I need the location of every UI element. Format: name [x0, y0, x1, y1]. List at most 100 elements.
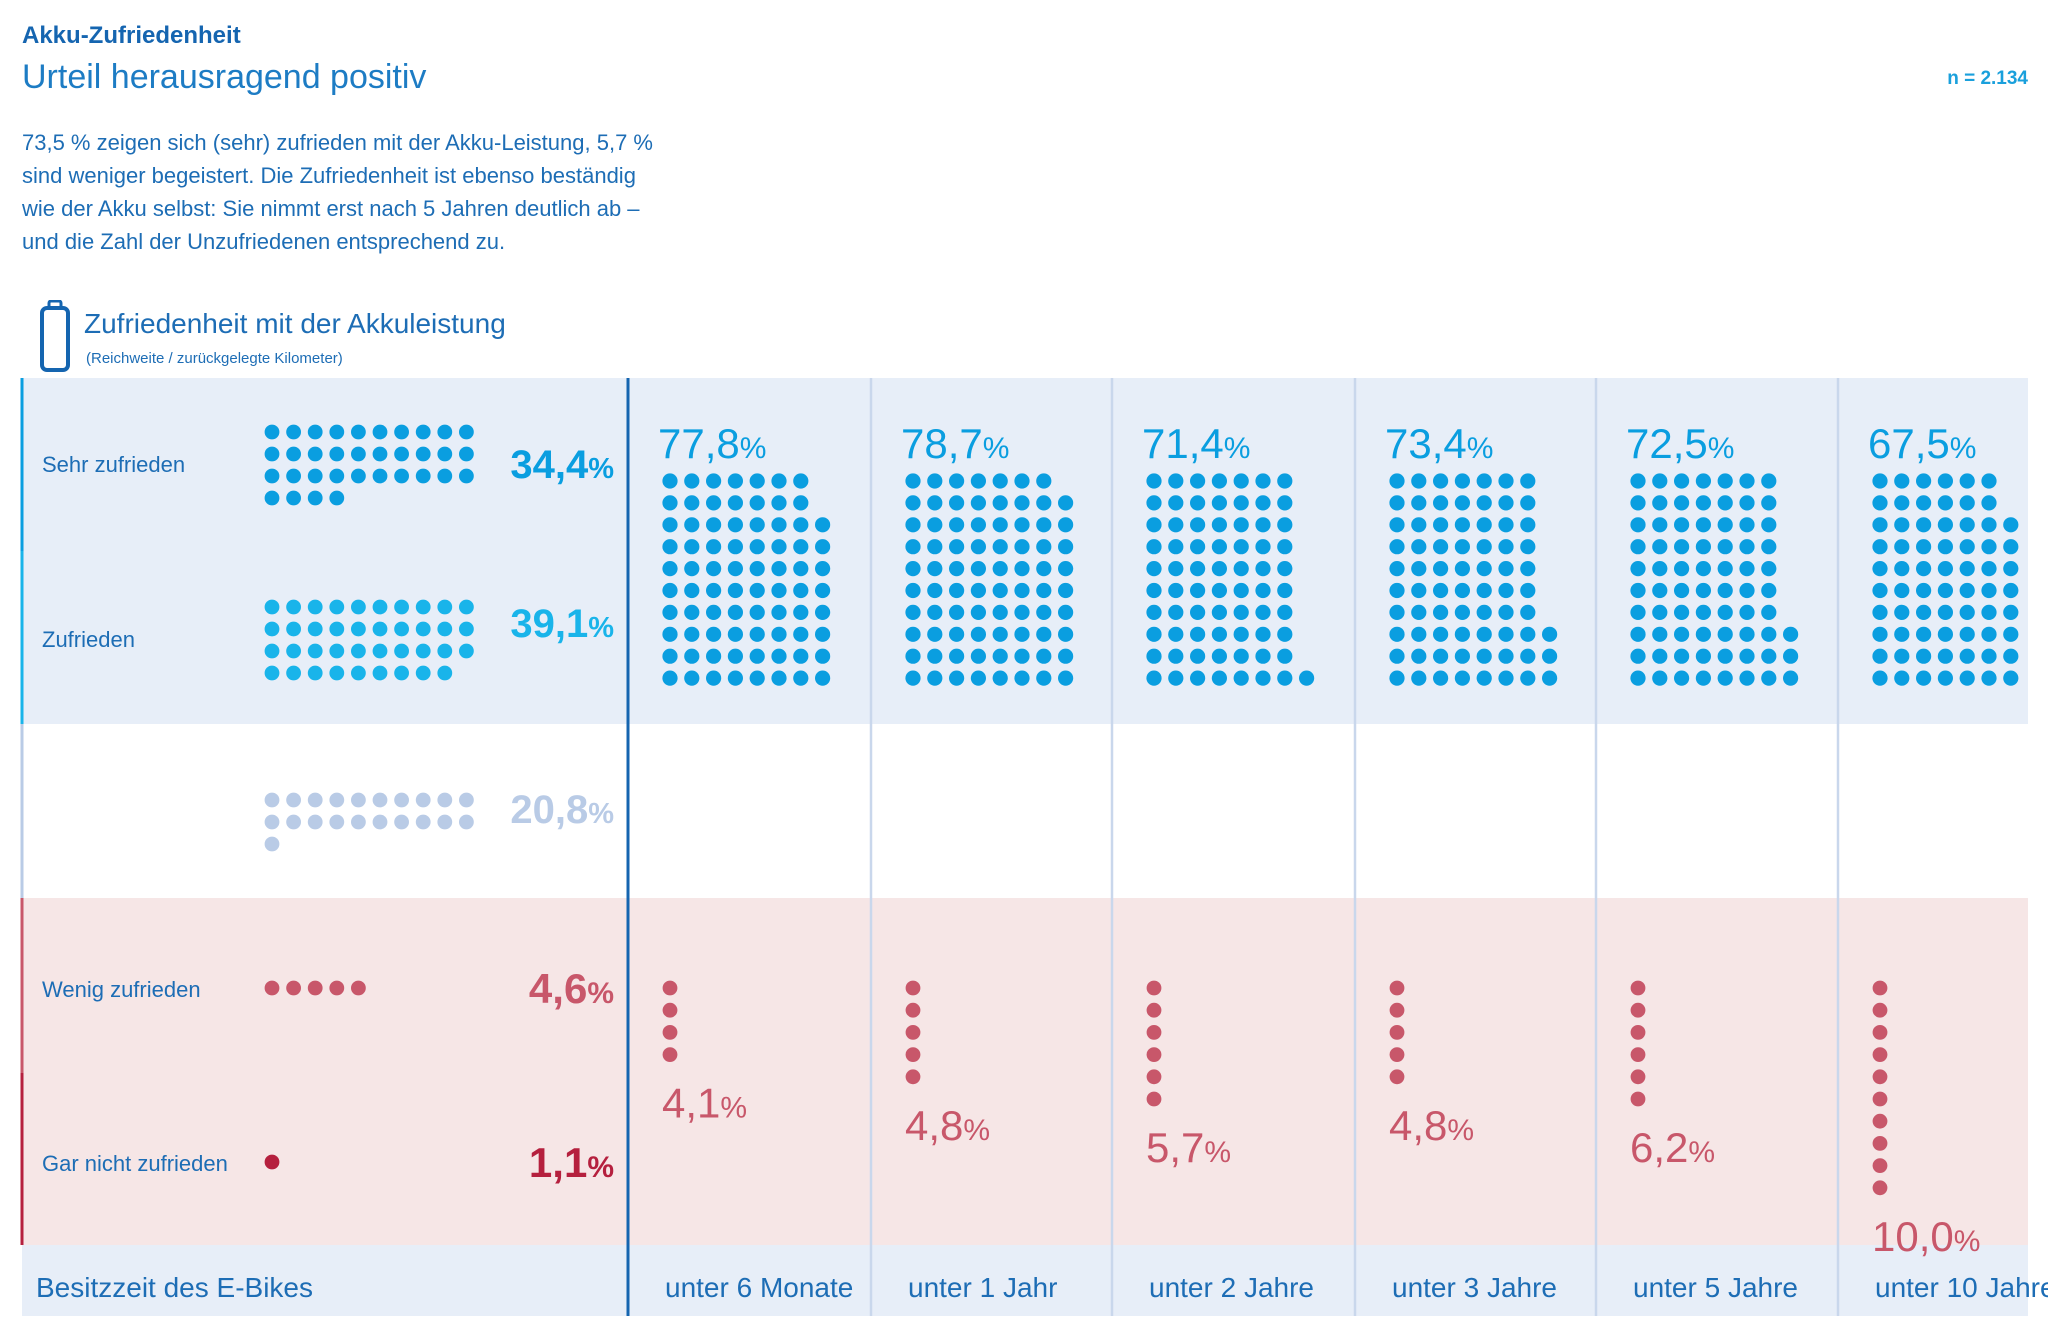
- positive-dot: [1168, 670, 1184, 686]
- negative-dot: [1389, 1047, 1405, 1062]
- negative-value-label: 4,8%: [1389, 1102, 1474, 1149]
- positive-dot: [1498, 495, 1514, 511]
- negative-dot: [1630, 1002, 1646, 1018]
- positive-dot: [1937, 648, 1953, 664]
- overall-dot: [329, 490, 345, 506]
- negative-value-label: 4,1%: [662, 1080, 747, 1127]
- positive-dot: [1168, 561, 1184, 577]
- positive-dot: [1695, 473, 1711, 489]
- positive-dot: [1211, 670, 1227, 686]
- positive-dot: [1014, 473, 1030, 489]
- positive-dot: [1211, 626, 1227, 642]
- overall-dot: [372, 424, 388, 440]
- positive-dot: [727, 626, 744, 642]
- positive-dot: [1411, 626, 1427, 642]
- positive-dot: [949, 582, 965, 599]
- positive-dot: [749, 495, 765, 511]
- positive-dot: [970, 604, 987, 621]
- overall-dot: [459, 643, 474, 659]
- overall-dot: [264, 1154, 280, 1170]
- positive-dot: [1981, 626, 1997, 642]
- positive-dot: [1014, 561, 1030, 577]
- positive-dot: [815, 648, 831, 664]
- positive-dot: [1454, 561, 1470, 577]
- positive-dot: [1630, 473, 1646, 489]
- positive-dot: [1630, 670, 1646, 686]
- positive-dot: [749, 626, 765, 642]
- positive-dot: [905, 670, 921, 686]
- positive-dot: [749, 604, 765, 621]
- positive-dot: [1036, 473, 1052, 489]
- overall-dot: [351, 980, 366, 996]
- positive-dot: [927, 604, 943, 621]
- positive-dot: [1520, 670, 1536, 686]
- positive-dot: [1872, 582, 1888, 599]
- positive-dot: [684, 582, 700, 599]
- negative-value-label: 10,0%: [1872, 1213, 1980, 1260]
- positive-dot: [1411, 517, 1427, 533]
- positive-dot: [970, 495, 987, 511]
- overall-dot: [372, 621, 388, 637]
- positive-dot: [1036, 495, 1052, 511]
- overall-dot: [394, 621, 409, 637]
- positive-dot: [1739, 604, 1755, 621]
- overall-dot: [286, 621, 301, 637]
- positive-dot: [2003, 517, 2019, 533]
- positive-dot: [1058, 561, 1074, 577]
- positive-dot: [662, 670, 678, 686]
- positive-dot: [1058, 539, 1074, 555]
- overall-dot: [459, 424, 474, 440]
- positive-dot: [1233, 473, 1249, 489]
- positive-dot: [1916, 670, 1932, 686]
- positive-dot: [1146, 561, 1162, 577]
- positive-dot: [684, 561, 700, 577]
- positive-dot: [727, 561, 744, 577]
- positive-dot: [1433, 670, 1449, 686]
- positive-dot: [1717, 539, 1733, 555]
- positive-dot: [1652, 495, 1668, 511]
- overall-dot: [307, 621, 323, 637]
- overall-dot: [286, 468, 301, 484]
- positive-dot: [706, 495, 722, 511]
- positive-dot: [1255, 561, 1271, 577]
- positive-dot: [992, 473, 1008, 489]
- positive-dot: [1036, 648, 1052, 664]
- positive-dot: [727, 582, 744, 599]
- negative-dot: [1389, 980, 1405, 996]
- overall-dot: [329, 792, 345, 808]
- overall-dot: [394, 643, 409, 659]
- category-label: unter 1 Jahr: [908, 1272, 1057, 1303]
- positive-dot: [771, 626, 787, 642]
- positive-dot: [970, 648, 987, 664]
- positive-dot: [1476, 539, 1492, 555]
- positive-dot: [1916, 648, 1932, 664]
- positive-dot: [1674, 626, 1690, 642]
- positive-dot: [1717, 495, 1733, 511]
- positive-dot: [771, 495, 787, 511]
- positive-dot: [927, 495, 943, 511]
- overall-dot: [372, 643, 388, 659]
- positive-dot: [1454, 473, 1470, 489]
- positive-dot: [1411, 670, 1427, 686]
- positive-dot: [1454, 626, 1470, 642]
- positive-dot: [1717, 648, 1733, 664]
- positive-dot: [1476, 604, 1492, 621]
- positive-dot: [1277, 604, 1293, 621]
- overall-dot: [351, 424, 366, 440]
- positive-dot: [1036, 670, 1052, 686]
- positive-dot: [992, 561, 1008, 577]
- negative-dot: [1630, 1069, 1646, 1085]
- positive-dot: [1894, 517, 1910, 533]
- positive-dot: [1233, 582, 1249, 599]
- positive-dot: [1520, 604, 1536, 621]
- positive-dot: [1014, 582, 1030, 599]
- overall-dot: [415, 792, 431, 808]
- positive-dot: [1872, 561, 1888, 577]
- positive-dot: [1717, 626, 1733, 642]
- overall-dot: [264, 490, 280, 506]
- overall-dot: [286, 490, 301, 506]
- positive-dot: [1255, 648, 1271, 664]
- chart-kicker: Akku-Zufriedenheit: [22, 22, 241, 49]
- positive-dot: [1014, 517, 1030, 533]
- positive-dot: [662, 561, 678, 577]
